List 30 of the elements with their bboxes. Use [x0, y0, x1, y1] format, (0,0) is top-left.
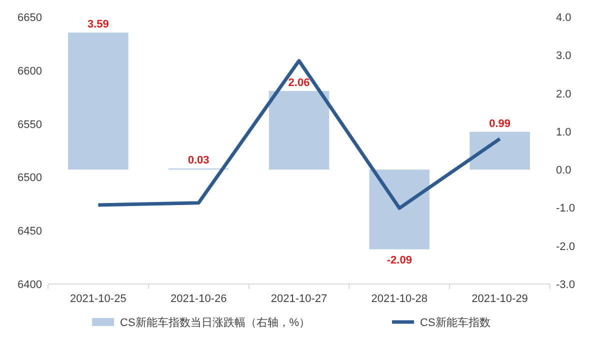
- legend-label: CS新能车指数当日涨跌幅（右轴，%）: [120, 316, 310, 329]
- x-tick-label: 2021-10-29: [472, 293, 528, 305]
- bar: [268, 90, 330, 170]
- x-tick-label: 2021-10-28: [371, 293, 428, 305]
- y-tick-label: 6650: [18, 12, 42, 24]
- y-tick-label: 6500: [18, 172, 42, 184]
- data-label: 0.99: [489, 118, 511, 130]
- y2-tick-label: 4.0: [556, 12, 572, 24]
- y2-tick-label: -2.0: [556, 240, 575, 253]
- y-tick-label: 6450: [18, 226, 42, 238]
- y2-tick-label: 1.0: [556, 126, 572, 138]
- y2-tick-label: 0.0: [556, 164, 572, 177]
- x-tick-label: 2021-10-25: [70, 293, 126, 305]
- y-tick-label: 6600: [18, 65, 42, 78]
- data-label: 2.06: [288, 76, 310, 89]
- y2-tick-label: -1.0: [556, 202, 575, 215]
- y2-tick-label: 3.0: [556, 50, 572, 62]
- y2-tick-label: -3.0: [556, 279, 575, 291]
- data-label: 3.59: [87, 18, 109, 31]
- y2-tick-label: 2.0: [556, 88, 572, 100]
- legend-label: CS新能车指数: [420, 316, 490, 329]
- data-label: -2.09: [386, 254, 412, 266]
- x-tick-label: 2021-10-27: [270, 293, 328, 305]
- y-tick-label: 6400: [18, 279, 42, 291]
- bar: [470, 132, 530, 170]
- y-tick-label: 6550: [18, 118, 42, 131]
- bar: [68, 32, 128, 170]
- bar: [369, 170, 430, 250]
- data-label: 0.03: [188, 154, 210, 166]
- x-tick-label: 2021-10-26: [170, 293, 227, 305]
